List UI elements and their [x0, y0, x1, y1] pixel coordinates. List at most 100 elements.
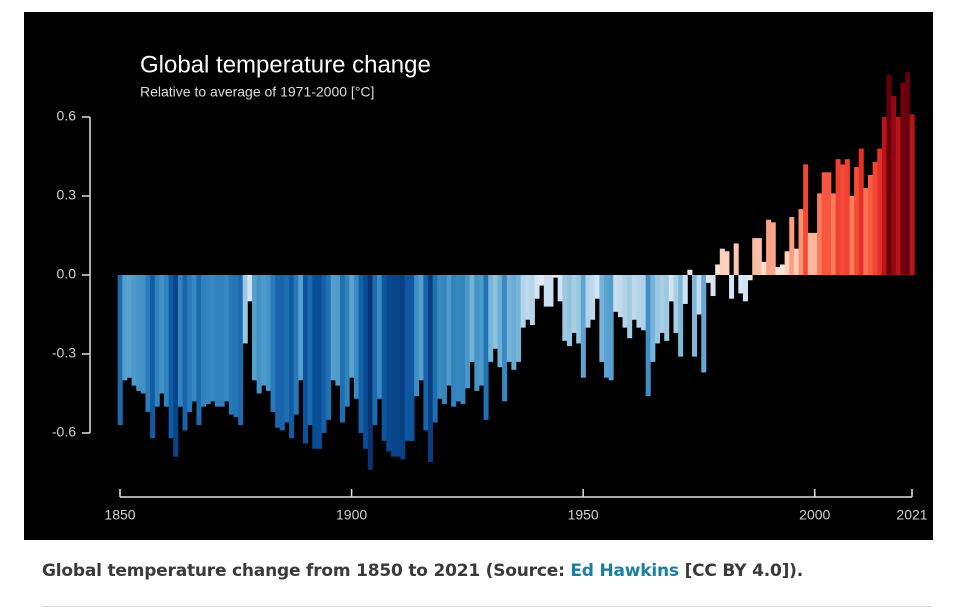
- bar: [775, 267, 781, 275]
- bar: [404, 275, 410, 441]
- y-tick-label: -0.3: [52, 345, 76, 361]
- bar: [562, 275, 568, 341]
- bar: [622, 275, 628, 328]
- bar: [701, 275, 707, 373]
- bar: [826, 172, 832, 275]
- bar: [191, 275, 197, 402]
- bar: [780, 264, 786, 275]
- bar: [247, 275, 253, 302]
- bar: [724, 251, 730, 275]
- bar: [302, 275, 308, 444]
- bar: [798, 209, 804, 275]
- bar: [210, 275, 216, 402]
- bar: [525, 275, 531, 320]
- bar: [164, 275, 170, 407]
- bar: [863, 188, 869, 275]
- bar: [446, 275, 452, 386]
- bar: [668, 275, 674, 302]
- bar: [868, 174, 874, 275]
- bar: [474, 275, 480, 391]
- bar: [349, 275, 355, 378]
- bar: [298, 275, 304, 381]
- bar: [233, 275, 239, 418]
- bar: [627, 275, 633, 339]
- bar: [367, 275, 373, 470]
- separator: [42, 606, 933, 607]
- bar: [548, 275, 554, 307]
- bar: [534, 275, 540, 299]
- bar: [900, 82, 906, 276]
- x-tick-label: 2021: [896, 507, 927, 523]
- bar: [645, 275, 651, 397]
- bar: [414, 275, 420, 397]
- caption-text: [CC BY 4.0]).: [678, 561, 804, 581]
- bar: [659, 275, 665, 333]
- bar: [214, 275, 220, 407]
- bar: [335, 275, 341, 386]
- bar: [437, 275, 443, 399]
- bar: [432, 275, 438, 423]
- bar: [793, 248, 799, 275]
- bar: [895, 117, 901, 275]
- bar: [830, 193, 836, 275]
- bar: [543, 275, 549, 307]
- bar: [428, 275, 434, 462]
- bar: [641, 275, 647, 331]
- bar: [905, 72, 911, 275]
- bar: [673, 275, 679, 333]
- bar: [539, 275, 545, 286]
- bar: [126, 275, 132, 378]
- bar: [692, 275, 698, 357]
- y-tick-label: 0.3: [57, 187, 77, 203]
- source-link[interactable]: Ed Hawkins: [570, 561, 679, 581]
- bar: [803, 164, 809, 275]
- bar: [835, 159, 841, 275]
- bar: [909, 114, 915, 275]
- bar: [789, 217, 795, 275]
- bar: [154, 275, 160, 407]
- bar: [330, 275, 336, 381]
- bar: [506, 275, 512, 362]
- bar: [840, 164, 846, 275]
- chart-subtitle: Relative to average of 1971-2000 [°C]: [140, 84, 374, 100]
- bar: [761, 261, 767, 275]
- bar: [502, 275, 508, 402]
- bar: [553, 275, 559, 278]
- bar: [122, 275, 128, 381]
- bar: [891, 95, 897, 275]
- bar: [326, 275, 332, 420]
- bar: [784, 251, 790, 275]
- bar: [145, 275, 151, 412]
- bar: [738, 275, 744, 294]
- bar: [599, 275, 605, 362]
- bar: [321, 275, 327, 433]
- bar: [265, 275, 271, 391]
- bar: [604, 275, 610, 378]
- bar: [650, 275, 656, 362]
- bar: [460, 275, 466, 405]
- bar: [497, 275, 503, 368]
- bar: [293, 275, 299, 415]
- bar: [390, 275, 396, 457]
- bar: [766, 219, 772, 275]
- bar: [395, 275, 401, 457]
- bar: [284, 275, 290, 423]
- bar: [770, 222, 776, 275]
- bar: [279, 275, 285, 431]
- bar: [381, 275, 387, 441]
- bar: [469, 275, 475, 362]
- bar: [520, 275, 526, 328]
- bar: [377, 275, 383, 399]
- bar: [150, 275, 156, 439]
- bar: [654, 275, 660, 344]
- bar: [877, 148, 883, 275]
- bar: [488, 275, 494, 362]
- bar: [747, 275, 753, 281]
- bar: [483, 275, 489, 420]
- bar: [316, 275, 322, 449]
- bar: [386, 275, 392, 452]
- bar: [529, 275, 535, 326]
- bar: [756, 238, 762, 275]
- bar: [372, 275, 378, 426]
